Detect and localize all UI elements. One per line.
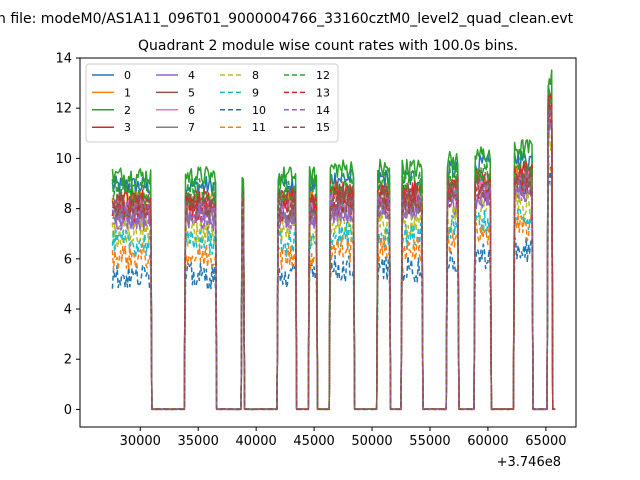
x-tick-label: 35000 xyxy=(178,434,219,449)
legend-label-9: 9 xyxy=(252,86,259,99)
legend-label-13: 13 xyxy=(316,86,330,99)
series-line-15 xyxy=(111,101,556,411)
y-tick-label: 4 xyxy=(64,303,72,318)
legend-label-7: 7 xyxy=(188,121,195,134)
y-tick-label: 8 xyxy=(64,202,72,217)
x-tick-label: 55000 xyxy=(409,434,450,449)
legend-label-15: 15 xyxy=(316,121,330,134)
y-tick-label: 6 xyxy=(64,252,72,267)
axes: 30000 35000 40000 45000 50000 55000 60000 65000… xyxy=(55,52,577,449)
y-tick-label: 10 xyxy=(55,152,72,167)
figure-suptitle: n file: modeM0/AS1A11_096T01_9000004766_… xyxy=(0,11,574,27)
y-tick-label: 2 xyxy=(64,353,72,368)
x-tick-label: 65000 xyxy=(525,434,566,449)
y-tick-label: 12 xyxy=(55,102,72,117)
x-tick-label: 60000 xyxy=(467,434,508,449)
plot-area xyxy=(111,69,556,411)
series-line-13 xyxy=(111,98,556,411)
x-tick-label: 45000 xyxy=(293,434,334,449)
legend-label-0: 0 xyxy=(124,69,131,82)
legend-label-1: 1 xyxy=(124,86,131,99)
axes-frame xyxy=(79,57,577,428)
series-line-10 xyxy=(111,166,556,411)
legend-label-12: 12 xyxy=(316,69,330,82)
legend-label-3: 3 xyxy=(124,121,131,134)
y-tick-label: 14 xyxy=(55,52,72,67)
legend-box xyxy=(85,63,339,143)
legend-label-6: 6 xyxy=(188,104,195,117)
legend-label-2: 2 xyxy=(124,104,131,117)
y-tick-label: 0 xyxy=(64,403,72,418)
x-tick-label: 50000 xyxy=(351,434,392,449)
x-tick-label: 30000 xyxy=(120,434,161,449)
x-tick-label: 40000 xyxy=(235,434,276,449)
legend-label-10: 10 xyxy=(252,104,266,117)
series-line-8 xyxy=(111,129,556,411)
legend-label-4: 4 xyxy=(188,69,195,82)
series-line-11 xyxy=(111,158,556,411)
legend-label-11: 11 xyxy=(252,121,266,134)
legend-label-14: 14 xyxy=(316,104,330,117)
x-offset-label: +3.746e8 xyxy=(497,455,561,470)
legend-label-8: 8 xyxy=(252,69,259,82)
legend-label-5: 5 xyxy=(188,86,195,99)
chart-title: Quadrant 2 module wise count rates with … xyxy=(138,38,518,54)
series-line-2 xyxy=(111,69,556,411)
